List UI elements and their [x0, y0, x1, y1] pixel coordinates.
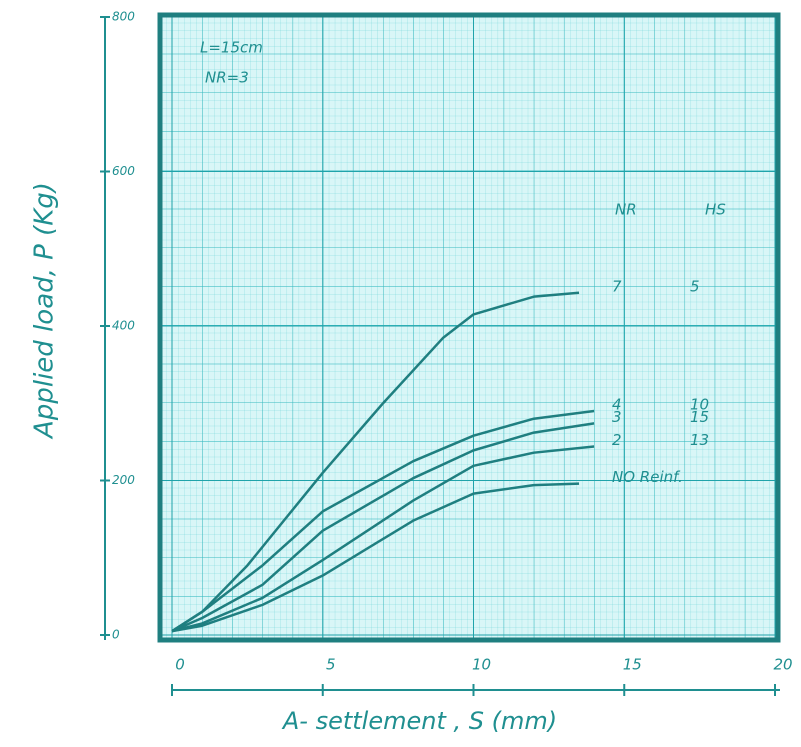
legend-hs: 13 [690, 431, 709, 449]
annotation: L=15cm [200, 39, 263, 57]
y-tick-label: 0 [112, 628, 120, 642]
legend-label: 7 [612, 277, 622, 295]
major-grid [160, 15, 778, 640]
y-tick-label: 800 [112, 10, 135, 24]
annotation: NR=3 [205, 69, 249, 87]
y-tick-label: 200 [112, 473, 135, 487]
legend-header: NR [615, 201, 637, 219]
legend-label: NO Reinf. [612, 468, 683, 486]
y-tick-label: 600 [112, 164, 135, 178]
y-tick-label: 400 [112, 319, 135, 333]
x-tick-label: 10 [472, 656, 491, 674]
legend-label: 2 [612, 431, 622, 449]
legend-label: 3 [612, 408, 622, 426]
legend-hs: 15 [690, 408, 709, 426]
x-tick-label: 15 [623, 656, 642, 674]
y-axis-label: Applied load, P (Kg) [30, 182, 60, 440]
legend-hs: 5 [690, 277, 700, 295]
x-tick-label: 20 [773, 656, 792, 674]
legend-header: HS [705, 201, 726, 219]
chart: L=15cm NR=3 NR HS A- settlement , S (mm)… [0, 0, 801, 747]
x-axis-label: A- settlement , S (mm) [281, 707, 557, 735]
x-tick-label: 5 [326, 656, 336, 674]
x-tick-label: 0 [175, 656, 185, 674]
